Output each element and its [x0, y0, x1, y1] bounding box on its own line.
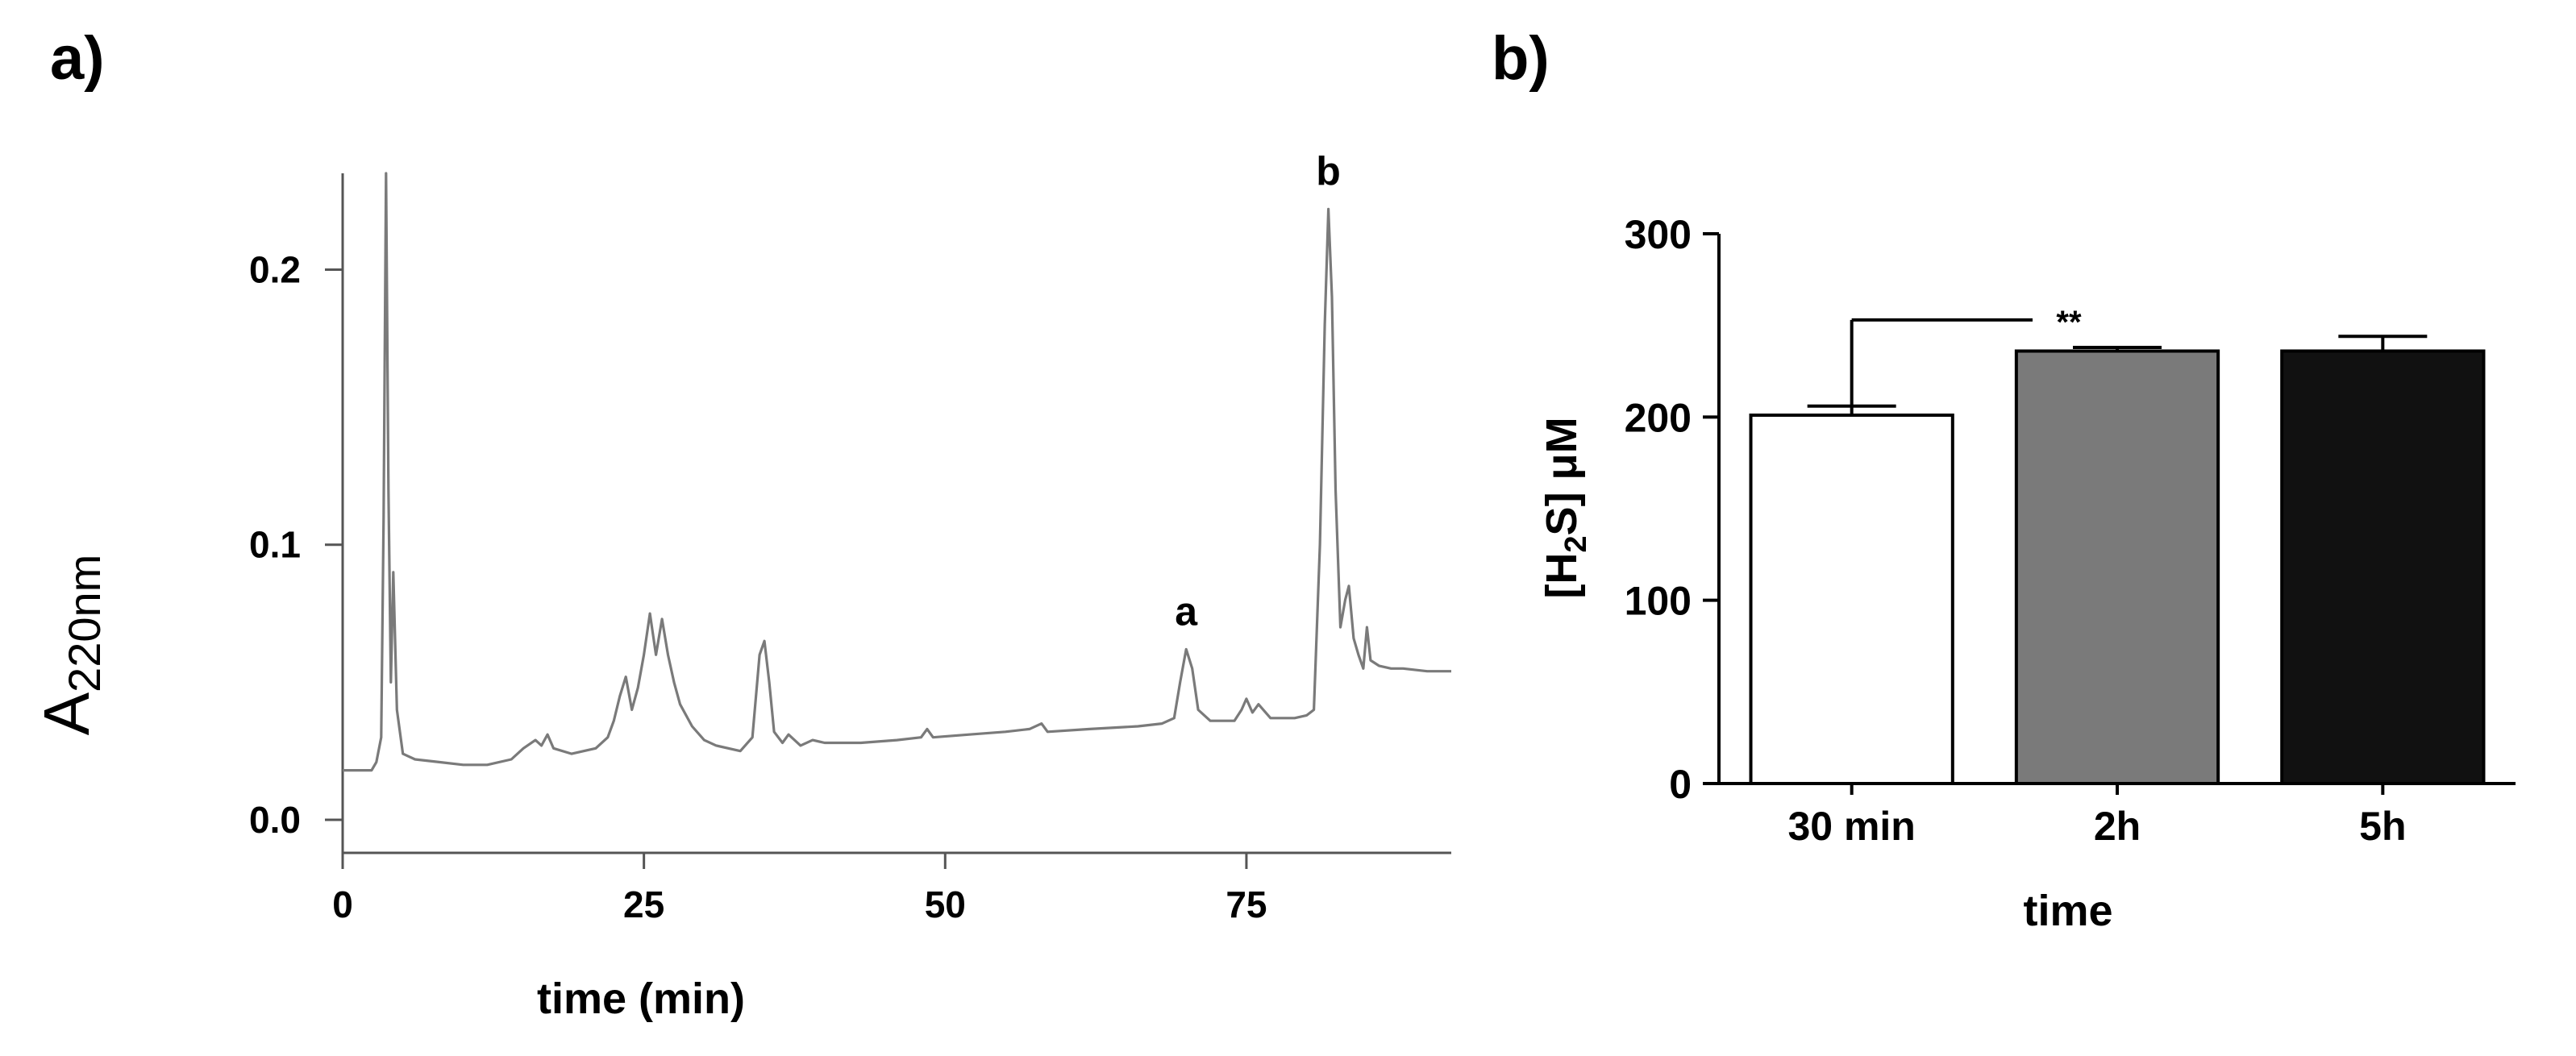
- bars: [1749, 335, 2486, 785]
- x-tick-label: 2h: [2094, 804, 2141, 849]
- x-tick-label: 5h: [2359, 804, 2406, 849]
- panel-b-tick-labels: 0 100 200 300 30 min 2h 5h: [1625, 212, 2407, 849]
- y-label-subscript: 2: [1559, 535, 1593, 552]
- peak-label-b: b: [1316, 148, 1341, 193]
- significance-bracket: **: [1850, 305, 2082, 406]
- y-tick-label: 200: [1625, 395, 1692, 440]
- svg-text:A220nm: A220nm: [31, 555, 110, 736]
- peak-label-a: a: [1175, 588, 1198, 634]
- panel-a-x-axis-label: time (min): [537, 975, 745, 1023]
- bar-2: [2014, 349, 2220, 785]
- peak-annotations: ab: [1175, 148, 1341, 634]
- x-tick-label: 50: [925, 883, 966, 925]
- panel-a-letter: a): [50, 24, 105, 93]
- panel-a-y-axis-label: A220nm: [31, 555, 110, 736]
- x-tick-label: 25: [623, 883, 664, 925]
- panel-b-bar-chart: b) [H2S] μM ** 0 100 200 300 30 min 2h 5h time: [1492, 24, 2516, 935]
- y-label-part-2: S] μM: [1538, 417, 1586, 535]
- bar-1: [1749, 414, 1954, 785]
- x-tick-label: 30 min: [1787, 804, 1915, 849]
- panel-b-letter: b): [1492, 24, 1550, 93]
- panel-a-chromatogram: a) A220nm 0.00.10.20 25 50 75 ab time (min): [31, 24, 1451, 1023]
- panel-b-y-axis-label: [H2S] μM: [1538, 417, 1593, 598]
- x-tick-label: 0: [332, 883, 353, 925]
- panel-a-tick-labels: 0.0 0.1 0.2 0 25 50 75: [249, 248, 1267, 925]
- chromatogram-trace: [343, 172, 1451, 772]
- y-tick-label: 300: [1625, 212, 1692, 257]
- y-tick-label: 0.0: [249, 799, 301, 841]
- y-tick-label: 0.2: [249, 248, 301, 290]
- y-axis-label-main: A: [31, 692, 102, 735]
- y-axis-label-subscript: 220nm: [59, 555, 110, 692]
- svg-text:[H2S] μM: [H2S] μM: [1538, 417, 1593, 598]
- bar-3: [2280, 349, 2486, 785]
- panel-b-x-axis-label: time: [2023, 887, 2112, 935]
- x-tick-label: 75: [1226, 883, 1267, 925]
- y-tick-label: 100: [1625, 579, 1692, 624]
- y-tick-label: 0: [1669, 762, 1692, 807]
- panel-a-axes: [325, 173, 1451, 869]
- significance-label: **: [2056, 305, 2082, 340]
- y-tick-label: 0.1: [249, 524, 301, 566]
- y-label-part-1: [H: [1538, 553, 1586, 599]
